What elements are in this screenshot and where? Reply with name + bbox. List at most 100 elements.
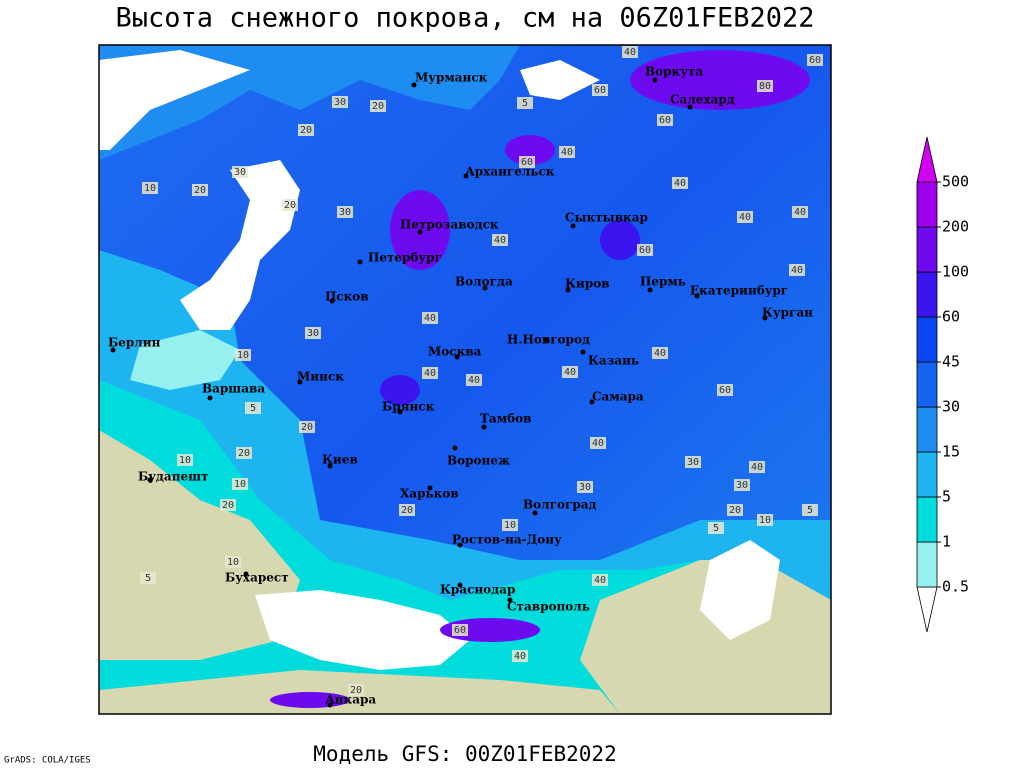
contour-label: 40 bbox=[674, 178, 686, 189]
city-label: Архангельск bbox=[465, 165, 555, 179]
contour-label-bg bbox=[708, 522, 724, 534]
city-dot bbox=[147, 477, 153, 483]
contour-label: 5 bbox=[807, 505, 813, 516]
city-dot bbox=[457, 542, 463, 548]
contour-label-bg bbox=[422, 367, 438, 379]
contour-label-bg bbox=[370, 100, 386, 112]
city-dot bbox=[357, 259, 363, 265]
contour-label: 5 bbox=[250, 403, 256, 414]
city-dot bbox=[243, 571, 249, 577]
contour-label: 10 bbox=[234, 479, 246, 490]
city-dot bbox=[652, 77, 658, 83]
legend-swatch bbox=[916, 541, 938, 588]
contour-label: 30 bbox=[736, 480, 748, 491]
contour-label: 10 bbox=[237, 350, 249, 361]
city-dot bbox=[580, 349, 586, 355]
city-label: Петрозаводск bbox=[400, 218, 499, 232]
city-dot bbox=[463, 173, 469, 179]
contour-label: 30 bbox=[339, 207, 351, 218]
contour-label-bg bbox=[298, 124, 314, 136]
legend-swatch bbox=[916, 451, 938, 498]
city-label: Москва bbox=[428, 345, 482, 359]
contour-label-bg bbox=[232, 166, 248, 178]
city-label: Ростов-на-Дону bbox=[452, 533, 562, 547]
contour-label: 40 bbox=[791, 265, 803, 276]
city-label: Варшава bbox=[202, 382, 265, 396]
legend-swatch bbox=[916, 136, 938, 183]
contour-label: 40 bbox=[794, 207, 806, 218]
city-dot bbox=[647, 287, 653, 293]
contour-label: 5 bbox=[713, 523, 719, 534]
city-label: Ставрополь bbox=[507, 600, 590, 614]
city-dot bbox=[417, 229, 423, 235]
contour-label: 60 bbox=[454, 625, 466, 636]
contour-label-bg bbox=[452, 624, 468, 636]
city-label: Воркута bbox=[645, 65, 703, 79]
legend-label: 30 bbox=[942, 398, 960, 416]
city-dot bbox=[762, 315, 768, 321]
contour-label-bg bbox=[177, 454, 193, 466]
model-label: Модель GFS: 00Z01FEB2022 bbox=[313, 742, 616, 766]
contour-label: 20 bbox=[372, 101, 384, 112]
contour-label: 10 bbox=[227, 557, 239, 568]
contour-label-bg bbox=[802, 504, 818, 516]
contour-label: 60 bbox=[659, 115, 671, 126]
contour-label-bg bbox=[789, 264, 805, 276]
contour-label: 5 bbox=[522, 98, 528, 109]
contour-label-bg bbox=[562, 366, 578, 378]
city-label: Салехард bbox=[670, 93, 735, 107]
legend-label: 500 bbox=[942, 173, 969, 191]
contour-label-bg bbox=[245, 402, 261, 414]
city-label: Краснодар bbox=[440, 583, 515, 597]
contour-label-bg bbox=[142, 182, 158, 194]
city-dot bbox=[452, 445, 458, 451]
contour-label-bg bbox=[399, 504, 415, 516]
contour-label-bg bbox=[192, 184, 208, 196]
contour-label-bg bbox=[492, 234, 508, 246]
contour-label: 20 bbox=[401, 505, 413, 516]
legend-swatch bbox=[916, 586, 938, 633]
legend-label: 200 bbox=[942, 218, 969, 236]
legend-label: 45 bbox=[942, 353, 960, 371]
legend-swatch bbox=[916, 361, 938, 408]
contour-label-bg bbox=[299, 421, 315, 433]
contour-label-bg bbox=[235, 349, 251, 361]
city-label: Псков bbox=[325, 290, 369, 304]
contour-label: 40 bbox=[424, 368, 436, 379]
city-label: Брянск bbox=[382, 400, 435, 414]
contour-label-bg bbox=[140, 572, 156, 584]
contour-label: 30 bbox=[307, 328, 319, 339]
contour-label-bg bbox=[577, 481, 593, 493]
city-dot bbox=[329, 298, 335, 304]
city-label: Пермь bbox=[640, 275, 686, 289]
contour-label: 30 bbox=[234, 167, 246, 178]
legend-label: 5 bbox=[942, 488, 951, 506]
city-dot bbox=[544, 337, 550, 343]
contour-label: 5 bbox=[145, 573, 151, 584]
city-label: Вологда bbox=[455, 275, 513, 289]
contour-label-bg bbox=[282, 199, 298, 211]
contour-label-bg bbox=[657, 114, 673, 126]
contour-label-bg bbox=[637, 244, 653, 256]
contour-label-bg bbox=[672, 177, 688, 189]
contour-label-bg bbox=[466, 374, 482, 386]
contour-label: 20 bbox=[238, 448, 250, 459]
city-dot bbox=[565, 287, 571, 293]
city-dot bbox=[411, 82, 417, 88]
contour-label-bg bbox=[685, 456, 701, 468]
contour-label: 60 bbox=[719, 385, 731, 396]
legend-label: 60 bbox=[942, 308, 960, 326]
contour-label: 40 bbox=[424, 313, 436, 324]
contour-label: 40 bbox=[594, 575, 606, 586]
legend-label: 0.5 bbox=[942, 578, 969, 596]
contour-label: 60 bbox=[809, 55, 821, 66]
contour-label-bg bbox=[348, 684, 364, 696]
contour-label: 40 bbox=[624, 47, 636, 58]
city-dot bbox=[481, 424, 487, 430]
contour-label: 20 bbox=[729, 505, 741, 516]
contour-label-bg bbox=[559, 146, 575, 158]
city-dot bbox=[454, 354, 460, 360]
contour-label: 80 bbox=[759, 81, 771, 92]
contour-label: 10 bbox=[144, 183, 156, 194]
credit: GrADS: COLA/IGES bbox=[4, 756, 91, 766]
